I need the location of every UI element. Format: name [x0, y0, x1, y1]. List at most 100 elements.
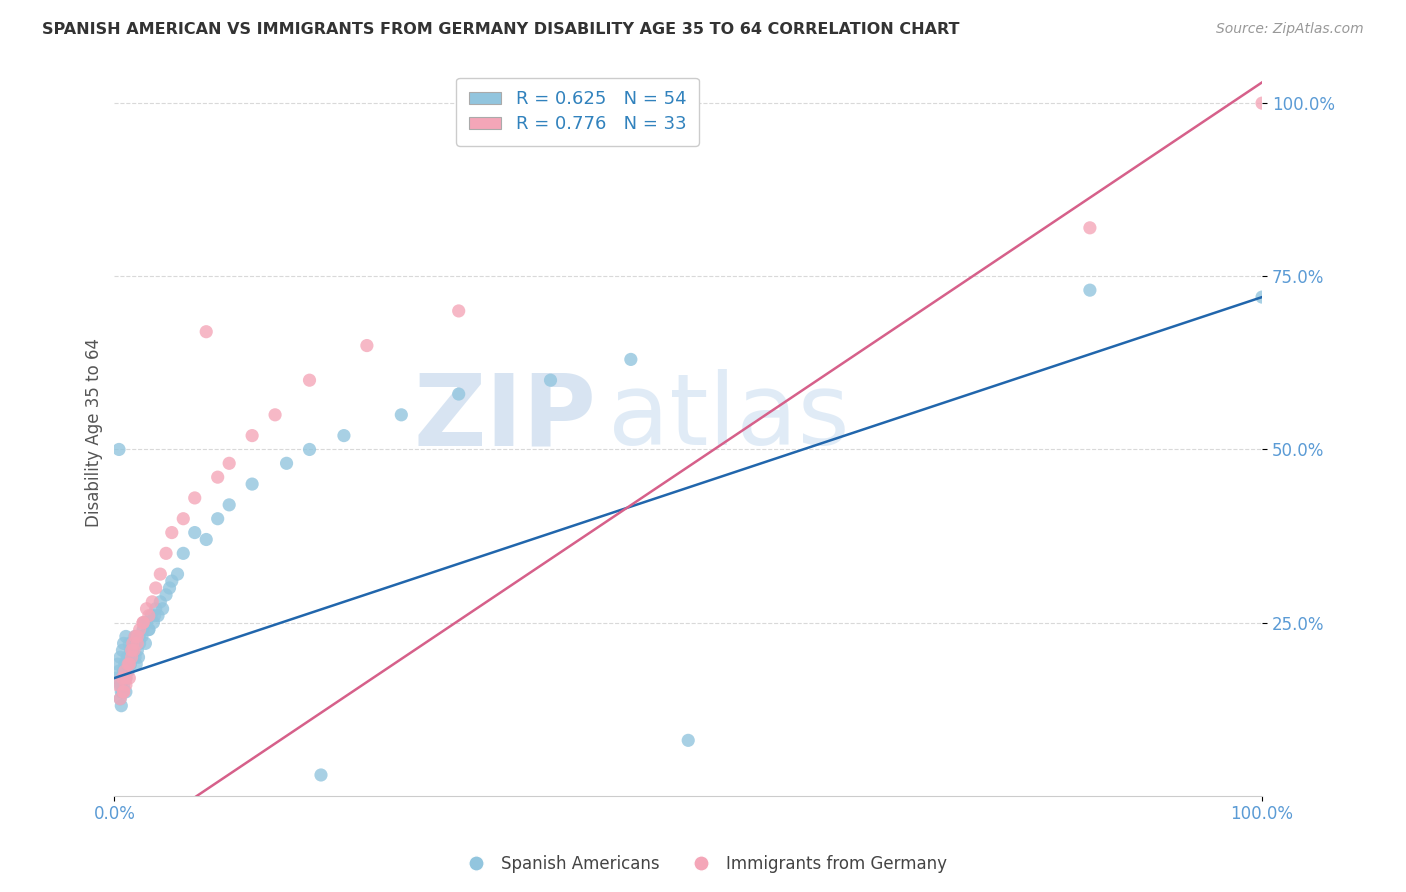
Legend: R = 0.625   N = 54, R = 0.776   N = 33: R = 0.625 N = 54, R = 0.776 N = 33 [457, 78, 699, 146]
Point [218, 498, 240, 512]
Point [195, 325, 218, 339]
Point [240, 477, 263, 491]
Point [159, 581, 181, 595]
Point [128, 630, 150, 644]
Point [110, 698, 132, 713]
Point [124, 630, 146, 644]
Point [118, 671, 141, 685]
Point [117, 664, 139, 678]
Point [172, 546, 194, 560]
Point [112, 678, 135, 692]
Point [1078, 220, 1101, 235]
Point [333, 428, 356, 442]
Point [112, 685, 135, 699]
Point [108, 442, 131, 457]
Point [1251, 290, 1274, 304]
Point [240, 428, 263, 442]
Point [124, 650, 146, 665]
Point [127, 630, 149, 644]
Point [138, 608, 160, 623]
Point [114, 657, 136, 672]
Point [114, 664, 136, 678]
Y-axis label: Disability Age 35 to 64: Disability Age 35 to 64 [86, 338, 103, 526]
Point [132, 623, 155, 637]
Point [1251, 96, 1274, 111]
Point [108, 691, 131, 706]
Point [141, 595, 163, 609]
Point [132, 615, 155, 630]
Point [110, 685, 132, 699]
Point [135, 615, 157, 630]
Point [676, 733, 699, 747]
Point [121, 650, 143, 665]
Point [105, 671, 128, 685]
Point [108, 650, 131, 665]
Point [111, 643, 134, 657]
Point [128, 636, 150, 650]
Point [160, 574, 183, 588]
Point [118, 636, 141, 650]
Point [118, 657, 141, 672]
Text: atlas: atlas [607, 369, 849, 467]
Point [108, 678, 131, 692]
Point [149, 595, 172, 609]
Point [276, 456, 298, 470]
Point [114, 664, 136, 678]
Point [145, 581, 167, 595]
Point [120, 657, 142, 672]
Point [166, 567, 188, 582]
Point [134, 636, 156, 650]
Point [139, 608, 162, 623]
Point [149, 567, 172, 582]
Point [121, 650, 143, 665]
Point [127, 636, 149, 650]
Point [389, 408, 412, 422]
Point [112, 685, 135, 699]
Point [122, 643, 145, 657]
Legend: Spanish Americans, Immigrants from Germany: Spanish Americans, Immigrants from Germa… [453, 848, 953, 880]
Point [131, 630, 153, 644]
Point [540, 373, 562, 387]
Point [120, 643, 142, 657]
Point [121, 643, 143, 657]
Point [111, 685, 134, 699]
Point [207, 470, 229, 484]
Point [152, 601, 174, 615]
Text: Source: ZipAtlas.com: Source: ZipAtlas.com [1216, 22, 1364, 37]
Point [1078, 283, 1101, 297]
Point [121, 636, 143, 650]
Point [155, 546, 177, 560]
Point [138, 623, 160, 637]
Point [112, 636, 135, 650]
Point [207, 512, 229, 526]
Point [145, 601, 167, 615]
Text: SPANISH AMERICAN VS IMMIGRANTS FROM GERMANY DISABILITY AGE 35 TO 64 CORRELATION : SPANISH AMERICAN VS IMMIGRANTS FROM GERM… [42, 22, 960, 37]
Point [111, 671, 134, 685]
Point [620, 352, 643, 367]
Point [146, 608, 169, 623]
Point [142, 615, 165, 630]
Text: ZIP: ZIP [413, 369, 596, 467]
Point [138, 623, 160, 637]
Point [172, 512, 194, 526]
Point [121, 636, 143, 650]
Point [110, 678, 132, 692]
Point [160, 525, 183, 540]
Point [115, 630, 138, 644]
Point [108, 691, 131, 706]
Point [155, 588, 177, 602]
Point [218, 456, 240, 470]
Point [143, 608, 166, 623]
Point [134, 615, 156, 630]
Point [124, 630, 146, 644]
Point [128, 623, 150, 637]
Point [121, 643, 143, 657]
Point [298, 373, 321, 387]
Point [107, 657, 129, 672]
Point [107, 678, 129, 692]
Point [117, 657, 139, 672]
Point [184, 525, 207, 540]
Point [115, 650, 138, 665]
Point [309, 768, 332, 782]
Point [108, 664, 131, 678]
